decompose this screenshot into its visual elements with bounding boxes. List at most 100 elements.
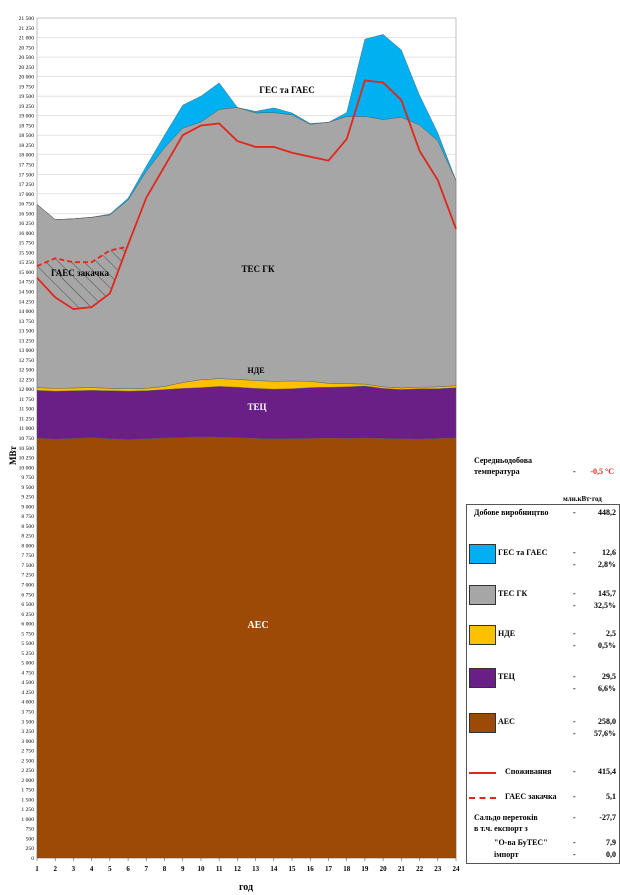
y-tick-label: 9 500 [21,485,34,491]
x-axis-ticks: 1 2 3 4 5 6 7 8 9 10 11 12 13 14 15 16 17 18 19 20 21 22 23 24 [35,858,460,873]
y-tick-label: 6 500 [21,602,34,608]
y-tick-label: 4 000 [21,700,34,706]
y-tick-label: 8 500 [21,524,34,530]
y-tick-label: 20 250 [19,65,35,71]
y-tick-label: 11 000 [19,426,34,432]
y-tick-label: 8 000 [21,543,34,549]
saldo-dash: - [573,813,576,822]
area-label-pump: ГАЕС закачка [51,268,109,278]
saldo-label-1: Сальдо перетоків [474,813,538,822]
pump-label: ГАЕС закачка [505,792,557,801]
units-label: млн.кВт·год [563,495,602,503]
pump-value: 5,1 [606,792,616,801]
legend-percent: 57,6% [594,729,616,738]
legend-dash: - [573,641,576,650]
import-label: імпорт [494,850,519,859]
import-value: 0,0 [606,850,616,859]
legend-dash: - [573,684,576,693]
x-tick-label: 4 [90,865,94,873]
legend-percent: 0,5% [598,641,616,650]
y-tick-label: 12 750 [19,358,35,364]
y-tick-label: 20 000 [19,75,35,81]
y-tick-label: 16 250 [19,221,35,227]
x-tick-label: 24 [453,865,461,873]
consumption-value: 415,4 [598,767,616,776]
y-axis-label: МВт [8,446,18,465]
y-tick-label: 15 250 [19,260,35,266]
y-tick-label: 14 500 [19,289,35,295]
x-tick-label: 23 [434,865,442,873]
legend-value: 145,7 [598,589,616,598]
x-tick-label: 6 [126,865,130,873]
x-tick-label: 14 [270,865,278,873]
y-tick-label: 5 500 [21,641,34,647]
area-label-nde: НДЕ [247,366,264,375]
y-tick-label: 18 000 [19,153,35,159]
y-tick-label: 1 000 [21,817,34,823]
area-тец [36,385,457,440]
y-tick-label: 3 250 [21,729,34,735]
x-tick-label: 1 [35,865,39,873]
y-tick-label: 13 000 [19,348,35,354]
y-tick-label: 13 250 [19,338,35,344]
y-tick-label: 15 500 [19,250,35,256]
y-tick-label: 18 500 [19,133,35,139]
y-tick-label: 4 250 [21,690,34,696]
y-tick-label: 11 250 [19,416,34,422]
legend-swatch [469,625,496,645]
legend-label: НДЕ [498,629,516,638]
legend-percent: 6,6% [598,684,616,693]
saldo-label-2: в т.ч. експорт з [474,824,528,833]
y-tick-label: 16 750 [19,202,35,208]
y-tick-label: 6 250 [21,612,34,618]
y-tick-label: 21 000 [19,36,35,42]
legend-swatch [469,668,496,688]
y-tick-label: 7 250 [21,573,34,579]
temp-dash: - [573,467,576,476]
legend-label: ГЕС та ГАЕС [498,548,548,557]
x-tick-label: 15 [289,865,297,873]
y-tick-label: 15 000 [19,270,35,276]
pumping-line [36,245,129,267]
y-tick-label: 16 000 [19,231,35,237]
y-tick-label: 10 750 [19,436,35,442]
legend-percent: 2,8% [598,560,616,569]
x-tick-label: 17 [325,865,333,873]
y-tick-label: 17 000 [19,192,35,198]
y-tick-label: 500 [26,836,35,842]
area-label-tec: ТЕЦ [247,402,266,412]
x-tick-label: 16 [307,865,315,873]
y-tick-label: 14 000 [19,309,35,315]
y-tick-label: 750 [26,827,35,833]
legend-label: ТЕЦ [498,672,515,681]
x-axis-label: год [239,882,253,893]
y-tick-label: 10 000 [19,465,35,471]
burshtyn-value: 7,9 [606,838,616,847]
y-tick-label: 1 500 [21,797,34,803]
y-tick-label: 10 500 [19,446,35,452]
area-label-hydro: ГЕС та ГАЕС [259,85,315,95]
y-tick-label: 250 [26,846,35,852]
y-tick-label: 6 000 [21,622,34,628]
x-tick-label: 11 [216,865,223,873]
y-tick-label: 14 750 [19,280,35,286]
pumping-hatch [37,244,129,310]
temp-value: -0,5 °С [590,467,614,476]
y-tick-label: 4 750 [21,670,34,676]
y-tick-label: 20 500 [19,55,35,61]
temp-label-2: температура [474,467,520,476]
legend-value: 12,6 [602,548,616,557]
legend-dash: - [573,601,576,610]
area-label-tes: ТЕС ГК [241,264,274,274]
y-tick-label: 14 250 [19,299,35,305]
y-tick-label: 8 250 [21,534,34,540]
y-tick-label: 9 250 [21,495,34,501]
y-tick-label: 18 750 [19,123,35,129]
legend-dash: - [573,560,576,569]
legend-swatch [469,713,496,733]
consumption-legend-line [469,772,496,774]
legend-value: 258,0 [598,717,616,726]
y-tick-label: 12 500 [19,368,35,374]
x-tick-label: 22 [416,865,424,873]
